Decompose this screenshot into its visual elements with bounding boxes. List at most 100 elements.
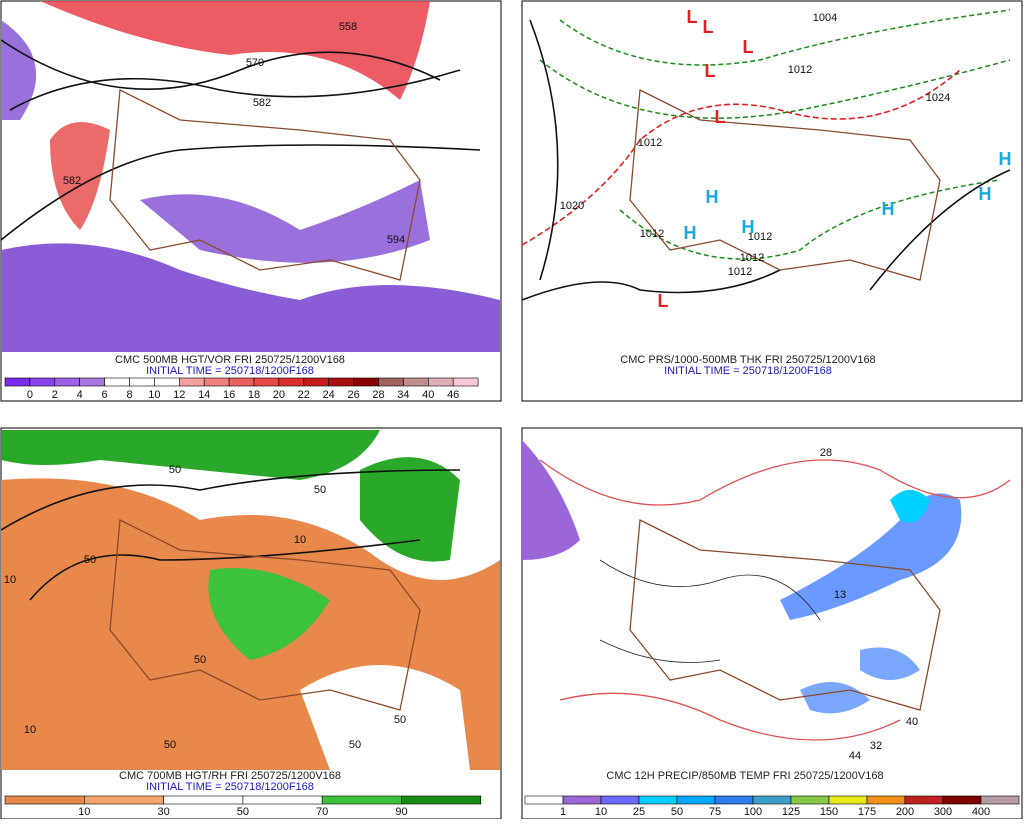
isobar xyxy=(521,19,1011,301)
colorbar-label: 16 xyxy=(223,389,235,401)
border xyxy=(629,518,941,711)
vort-region xyxy=(1,243,500,352)
colorbar-box xyxy=(600,795,640,805)
pressure-center: L xyxy=(658,291,669,311)
colorbar-label: 34 xyxy=(397,389,409,401)
colorbar-label: 75 xyxy=(709,806,721,818)
colorbar-box xyxy=(253,377,280,387)
pressure-center: H xyxy=(706,187,719,207)
temp-contour xyxy=(539,459,1011,741)
colorbar-box xyxy=(54,377,80,387)
colorbar-label: 10 xyxy=(148,389,160,401)
contour-label: 10 xyxy=(294,534,306,546)
colorbar-label: 150 xyxy=(820,806,838,818)
precip-region xyxy=(780,493,962,620)
colorbar-label: 46 xyxy=(447,389,459,401)
colorbar-label: 175 xyxy=(858,806,876,818)
contour-label: 594 xyxy=(387,234,405,246)
colorbar-box xyxy=(562,795,602,805)
colorbar-box xyxy=(427,377,454,387)
contour-label: 1012 xyxy=(640,228,664,240)
border xyxy=(109,518,421,711)
colorbar-box xyxy=(179,377,205,387)
colorbar-box xyxy=(228,377,255,387)
colorbar-label: 1 xyxy=(560,806,566,818)
colorbar-box xyxy=(353,377,379,387)
colorbar-box xyxy=(129,377,155,387)
colorbar-label: 125 xyxy=(782,806,800,818)
contour-label: 50 xyxy=(349,739,361,751)
contour-label: 1012 xyxy=(748,231,772,243)
colorbar-box xyxy=(452,377,479,387)
colorbar-box xyxy=(790,795,830,805)
colorbar-label: 14 xyxy=(198,389,210,401)
colorbar-box xyxy=(676,795,716,805)
colorbar-box xyxy=(328,377,354,387)
contour-label: 582 xyxy=(253,97,271,109)
initial-time: INITIAL TIME = 250718/1200F168 xyxy=(664,365,832,377)
colorbar-label: 2 xyxy=(52,389,58,401)
initial-time: INITIAL TIME = 250718/1200F168 xyxy=(146,365,314,377)
precip-region xyxy=(522,440,580,560)
contour-label: 1004 xyxy=(813,12,837,24)
pressure-center: H xyxy=(684,223,697,243)
colorbar-box xyxy=(203,377,230,387)
colorbar-label: 18 xyxy=(248,389,260,401)
colorbar-label: 400 xyxy=(972,806,990,818)
rh-region xyxy=(360,457,460,562)
colorbar-label: 25 xyxy=(633,806,645,818)
colorbar-box xyxy=(154,377,180,387)
colorbar-box xyxy=(828,795,868,805)
colorbar-box xyxy=(980,795,1020,805)
contour-label: 1012 xyxy=(638,137,662,149)
contour-label: 1020 xyxy=(560,200,584,212)
contour-label: 10 xyxy=(4,574,16,586)
vort-region xyxy=(50,122,110,230)
contour-label: 40 xyxy=(906,716,918,728)
pressure-center: L xyxy=(705,61,716,81)
colorbar-label: 20 xyxy=(273,389,285,401)
initial-time: INITIAL TIME = 250718/1200F168 xyxy=(146,781,314,793)
contour-label: 50 xyxy=(164,739,176,751)
colorbar-box xyxy=(904,795,944,805)
colorbar-label: 0 xyxy=(27,389,33,401)
contour-label: 1012 xyxy=(728,266,752,278)
colorbar-box xyxy=(401,795,482,805)
panel-frame xyxy=(521,427,1023,820)
colorbar-label: 300 xyxy=(934,806,952,818)
contour-label: 28 xyxy=(820,447,832,459)
colorbar-label: 22 xyxy=(298,389,310,401)
colorbar-box xyxy=(378,377,404,387)
colorbar-box xyxy=(524,795,564,805)
contour-label: 582 xyxy=(63,175,81,187)
rh-region xyxy=(300,665,470,770)
colorbar-box xyxy=(242,795,323,805)
colorbar-box xyxy=(303,377,329,387)
panel-humidity xyxy=(0,427,502,820)
rh-region xyxy=(1,430,380,480)
colorbar-box xyxy=(4,795,85,805)
contour-label: 50 xyxy=(394,714,406,726)
colorbar-label: 26 xyxy=(347,389,359,401)
contour-label: 32 xyxy=(870,740,882,752)
colorbar-box xyxy=(4,377,31,387)
vort-region xyxy=(140,180,430,263)
precip-region xyxy=(800,647,920,714)
colorbar-label: 100 xyxy=(744,806,762,818)
contour-label: 1012 xyxy=(788,64,812,76)
colorbar-label: 50 xyxy=(237,806,249,818)
caption: CMC 500MB HGT/VOR FRI 250725/1200V168 xyxy=(115,354,345,366)
border xyxy=(629,88,941,281)
colorbar-label: 40 xyxy=(422,389,434,401)
colorbar-label: 30 xyxy=(157,806,169,818)
colorbar-label: 6 xyxy=(102,389,108,401)
contour-label: 50 xyxy=(169,464,181,476)
contour-label: 13 xyxy=(834,589,846,601)
contour-label: 1024 xyxy=(926,92,950,104)
colorbar-label: 4 xyxy=(77,389,83,401)
pressure-center: H xyxy=(979,184,992,204)
pressure-center: L xyxy=(715,107,726,127)
colorbar-box xyxy=(321,795,402,805)
caption: CMC PRS/1000-500MB THK FRI 250725/1200V1… xyxy=(620,354,875,366)
